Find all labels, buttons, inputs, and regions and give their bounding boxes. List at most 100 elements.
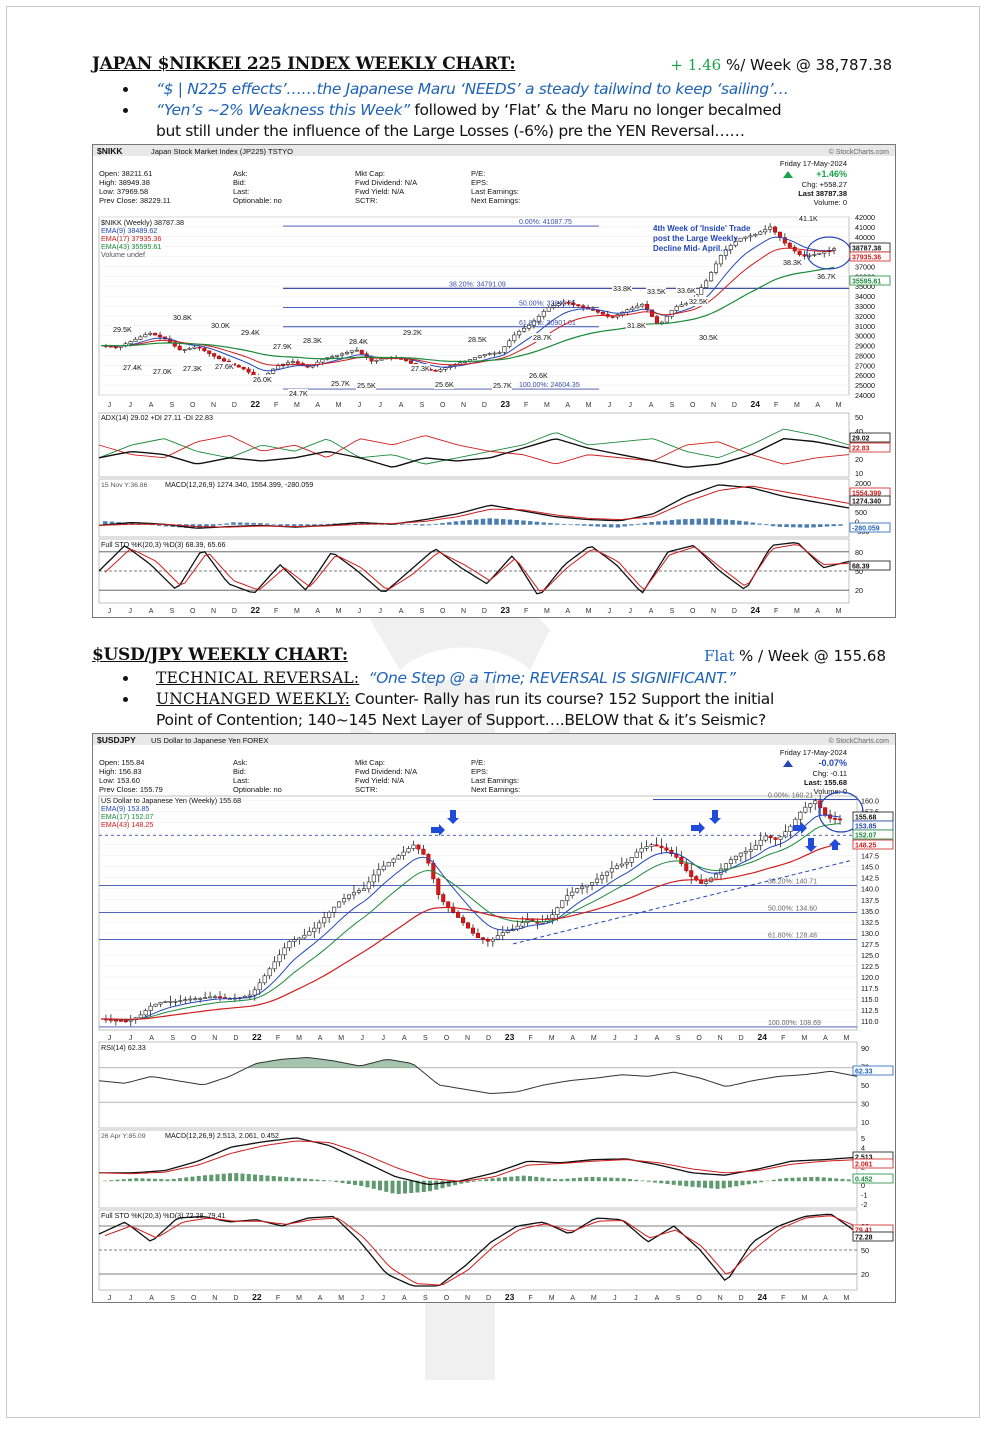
stockcharts-watermark: © StockCharts.com — [829, 148, 890, 156]
macd-histogram-bar — [559, 1179, 564, 1182]
macd-histogram-bar — [797, 524, 803, 528]
macd-histogram-bar — [811, 524, 816, 528]
usdjpy-candle — [267, 968, 272, 977]
nikkei-candle — [718, 255, 723, 265]
chart-volume: Volume: 0 — [814, 198, 847, 207]
price-y-tick: 24000 — [855, 391, 875, 400]
annotation-text: Decline Mid- April…. — [653, 244, 731, 253]
macd-histogram-bar — [215, 1174, 220, 1182]
macd-histogram-bar — [671, 1180, 676, 1185]
sto-x-tick: D — [739, 1295, 744, 1302]
sto-x-tick: 22 — [252, 1292, 262, 1302]
price-x-tick: M — [549, 1035, 555, 1042]
usdjpy-candle — [758, 839, 763, 846]
nikkei-bullet-1-text: “$ | N225 effects’……the Japanese Maru ‘N… — [156, 80, 789, 98]
nikkei-candle — [477, 355, 482, 358]
chart-pct-change: +1.46% — [816, 169, 847, 179]
usdjpy-candle — [198, 997, 203, 1000]
nikkei-candle — [640, 303, 645, 307]
nikkei-candle — [502, 346, 507, 353]
price-x-tick: S — [420, 402, 425, 409]
price-x-tick: J — [108, 402, 112, 409]
sto-x-tick: J — [108, 1295, 112, 1302]
usdjpy-candle — [609, 868, 614, 873]
macd-histogram-bar — [662, 520, 668, 525]
usdjpy-candle — [208, 996, 213, 999]
tag-ema43: 148.25 — [855, 843, 877, 850]
macd-histogram-bar — [615, 1177, 620, 1182]
nikkei-candle — [630, 307, 635, 311]
price-legend-entry: EMA(9) 38489.62 — [101, 226, 157, 235]
macd-histogram-bar — [467, 520, 472, 525]
pivot-label-bg — [467, 335, 487, 344]
pivot-label: 27.4K — [123, 363, 142, 372]
sto-label: Full STO %K(20,3) %D(3) 68.39, 65.66 — [101, 540, 226, 549]
plus-di-line — [98, 428, 850, 465]
usdjpy-candle — [808, 803, 813, 808]
pivot-label-bg — [410, 364, 430, 373]
macd-histogram-bar — [240, 1173, 245, 1182]
usdjpy-candle — [728, 859, 733, 864]
sto-x-tick: S — [420, 608, 425, 615]
usdjpy-candle — [813, 800, 818, 805]
sto-x-tick: F — [524, 608, 528, 615]
usdjpy-candle — [550, 914, 555, 919]
up-arrow-icon — [829, 839, 841, 850]
nikkei-candle — [664, 316, 669, 323]
pivot-label-bg — [182, 364, 202, 373]
price-x-tick: M — [544, 402, 550, 409]
macd-histogram-bar — [740, 1180, 745, 1186]
sto-y-tick: 20 — [855, 586, 863, 595]
sto-x-tick: N — [212, 1295, 217, 1302]
nikkei-candle — [340, 353, 345, 356]
macd-histogram-bar — [659, 1180, 664, 1184]
chart-date: Friday 17-May-2024 — [780, 748, 847, 757]
macd-histogram-bar — [163, 524, 169, 527]
pivot-label-bg — [816, 272, 836, 281]
price-x-tick: J — [613, 1035, 617, 1042]
price-x-tick: F — [774, 402, 778, 409]
pivot-label: 27.6K — [215, 362, 234, 371]
usdjpy-bullet-2: UNCHANGED WEEKLY: Counter- Rally has run… — [120, 689, 900, 731]
nikkei-candle — [822, 251, 827, 254]
nikkei-candle — [812, 253, 817, 256]
macd-histogram-bar — [210, 524, 216, 527]
macd-histogram-bar — [521, 1175, 526, 1182]
usdjpy-candle — [470, 927, 476, 934]
macd-histogram-bar — [134, 1178, 139, 1182]
price-x-tick: S — [423, 1035, 428, 1042]
nikkei-candle — [581, 305, 586, 308]
bullet-dot — [123, 87, 128, 92]
macd-histogram-bar — [514, 519, 519, 525]
macd-histogram-bar — [159, 1179, 164, 1182]
pivot-label: 26.0K — [253, 375, 272, 384]
sto-x-tick: M — [338, 1295, 344, 1302]
macd-histogram-bar — [353, 1180, 357, 1186]
macd-histogram-bar — [728, 1180, 732, 1188]
usdjpy-candle — [838, 818, 843, 821]
macd-histogram-bar — [710, 518, 715, 525]
fundamentals2-row: P/E: — [471, 169, 485, 178]
usdjpy-candle — [456, 912, 461, 918]
usdjpy-candle — [748, 849, 753, 852]
nikkei-candle — [221, 358, 227, 362]
pivot-label-bg — [172, 313, 192, 322]
sto-x-tick: S — [170, 608, 175, 615]
bullet-dot — [123, 676, 128, 681]
price-x-tick: N — [461, 402, 466, 409]
nikkei-candle — [192, 346, 197, 349]
tag-ema43-box — [852, 839, 894, 850]
price-legend-entry: EMA(17) 37935.36 — [101, 234, 161, 243]
nikkei-candle — [684, 303, 689, 306]
ema43-line — [101, 266, 835, 363]
price-x-tick: D — [482, 402, 487, 409]
price-x-tick: M — [801, 1035, 807, 1042]
price-y-tick: 33000 — [855, 302, 875, 311]
macd-histogram-bar — [649, 521, 654, 525]
price-y-tick: 26000 — [855, 371, 875, 380]
quote-mid-row: Optionable: no — [233, 196, 282, 205]
quote-row: Low: 153.60 — [99, 776, 140, 785]
macd-histogram-bar — [428, 1180, 432, 1192]
tag-macd-hist: -280.059 — [852, 526, 880, 533]
nikkei-candle — [276, 365, 281, 370]
